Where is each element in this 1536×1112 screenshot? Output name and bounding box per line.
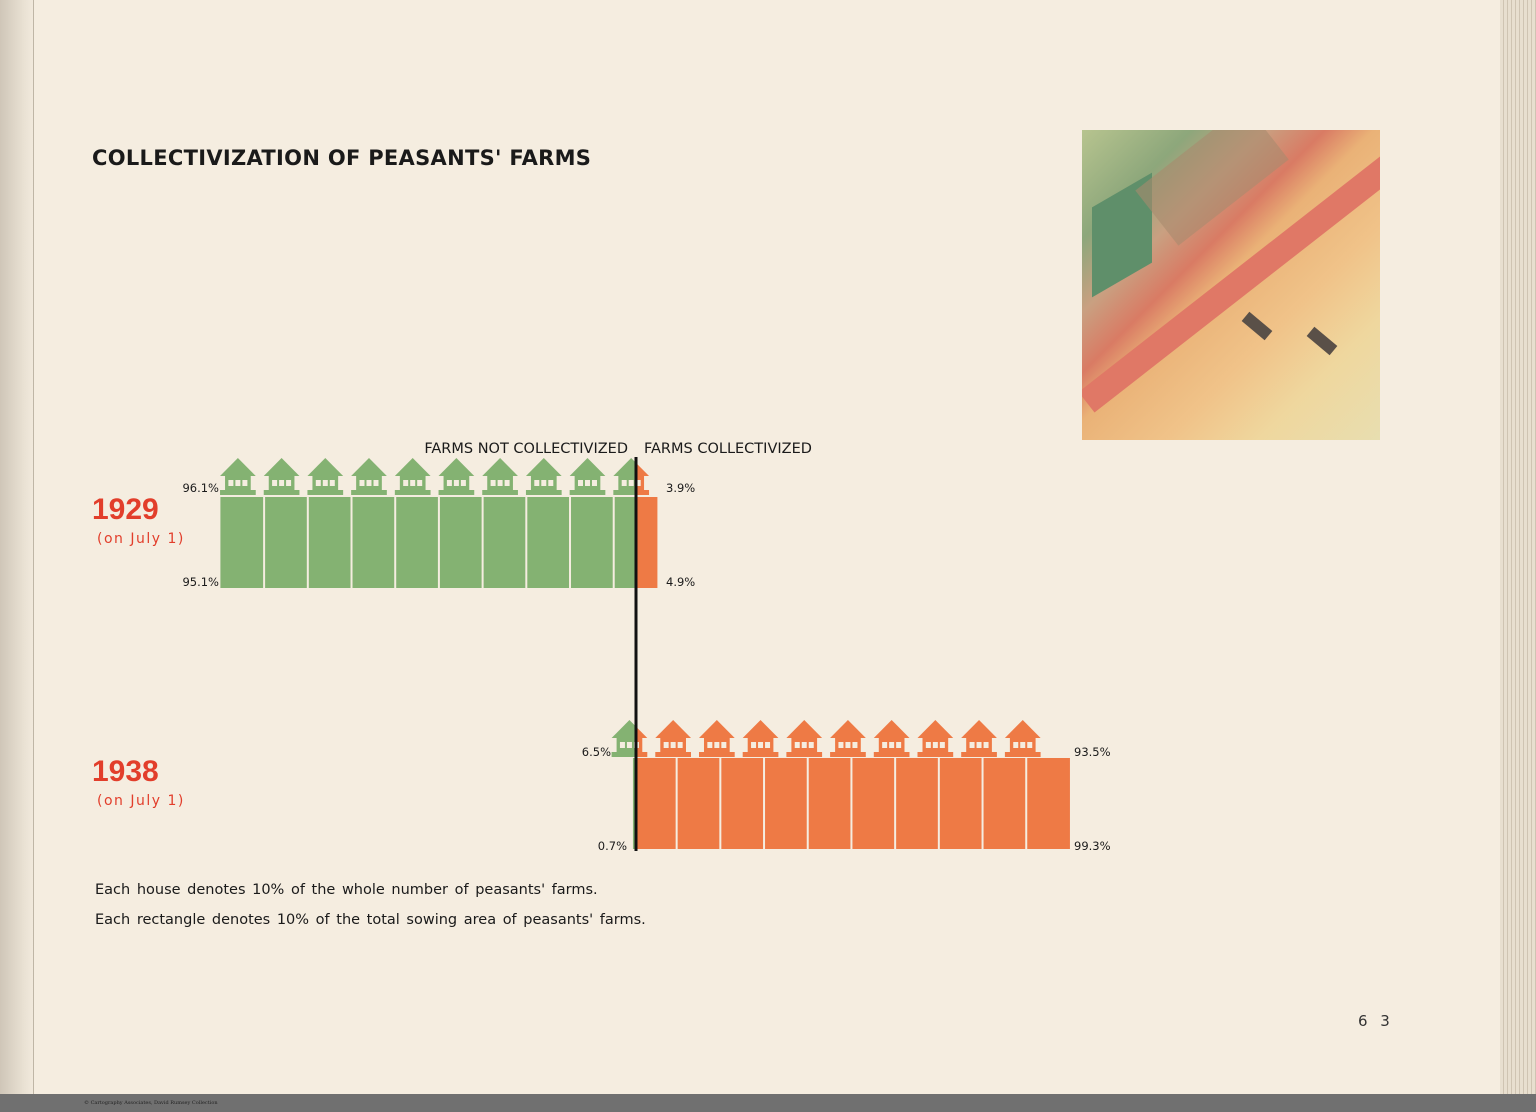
label-1938-area-not: 0.7%	[598, 839, 627, 853]
label-1929-houses-not: 96.1%	[182, 481, 219, 495]
house-icon	[613, 458, 636, 495]
page-edges	[1500, 0, 1536, 1100]
label-1929-area-not: 95.1%	[182, 575, 219, 589]
bar-1929-area-collectivized	[636, 497, 658, 588]
house-icon	[394, 458, 431, 495]
scan-background	[0, 1094, 1536, 1112]
house-icon	[830, 720, 866, 757]
bar-1938-area-collectivized	[636, 758, 1070, 849]
page-fold	[33, 0, 34, 1094]
page-title: COLLECTIVIZATION OF PEASANTS' FARMS	[92, 146, 592, 170]
house-icon	[873, 720, 910, 757]
legend-not-collectivized: FARMS NOT COLLECTIVIZED	[424, 441, 628, 457]
house-icon	[636, 462, 650, 495]
page-number: 6 3	[1358, 1012, 1394, 1030]
note-houses: Each house denotes 10% of the whole numb…	[95, 882, 598, 898]
house-icon	[655, 720, 691, 757]
house-icon	[351, 458, 387, 495]
legend-collectivized: FARMS COLLECTIVIZED	[644, 441, 812, 457]
house-icon	[220, 458, 256, 495]
houses-1929-not-collectivized	[220, 458, 636, 495]
house-icon	[569, 458, 606, 495]
label-1929-area-coll: 4.9%	[666, 575, 695, 589]
house-icon	[1004, 720, 1041, 757]
house-icon	[698, 720, 735, 757]
house-icon	[742, 720, 779, 757]
house-icon	[263, 458, 300, 495]
house-icon	[525, 458, 562, 495]
label-1929-houses-coll: 3.9%	[666, 481, 695, 495]
house-icon	[307, 458, 344, 495]
house-icon	[917, 720, 954, 757]
year-label-1929: 1929	[92, 493, 159, 526]
houses-1938-collectivized	[636, 720, 1041, 757]
bar-1929-area-not-collectivized	[220, 497, 636, 588]
note-rectangles: Each rectangle denotes 10% of the total …	[95, 912, 646, 928]
label-1938-houses-coll: 93.5%	[1074, 745, 1111, 759]
house-icon	[482, 458, 518, 495]
bar-1938-area-not-collectivized	[632, 758, 636, 849]
book-binding	[0, 0, 34, 1094]
date-sublabel-1929: (on July 1)	[97, 531, 185, 547]
label-1938-area-coll: 99.3%	[1074, 839, 1111, 853]
credit-text: © Cartography Associates, David Rumsey C…	[84, 1100, 218, 1106]
house-icon	[961, 720, 997, 757]
houses-1929-collectivized	[636, 462, 650, 495]
house-icon	[786, 720, 823, 757]
house-icon	[438, 458, 475, 495]
label-1938-houses-not: 6.5%	[582, 745, 611, 759]
year-label-1938: 1938	[92, 755, 159, 788]
house-icon	[611, 720, 636, 757]
date-sublabel-1938: (on July 1)	[97, 793, 185, 809]
farm-illustration	[1082, 130, 1380, 440]
houses-1938-not-collectivized	[611, 720, 636, 757]
